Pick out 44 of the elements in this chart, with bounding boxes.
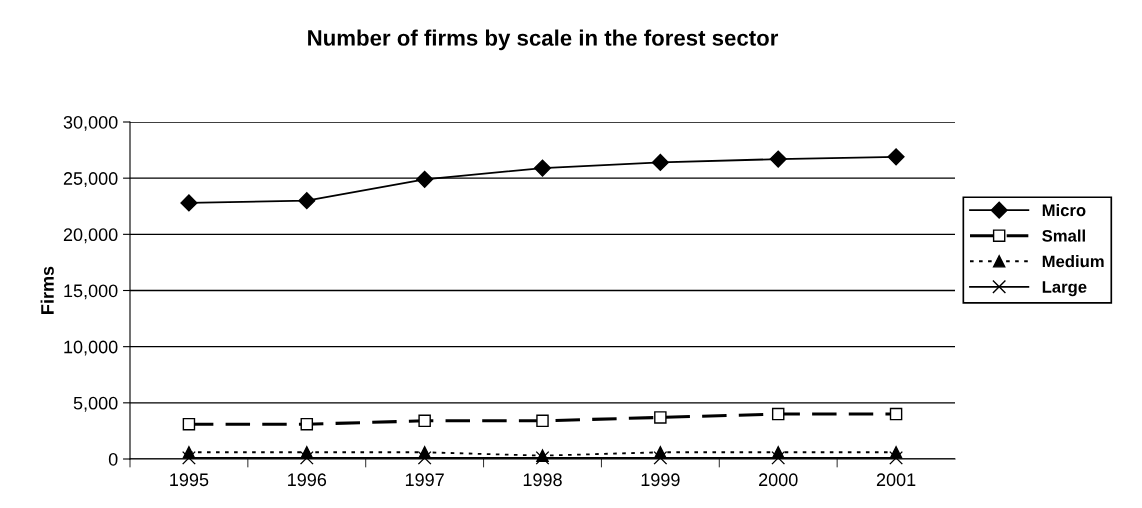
x-tick-label: 1999 (641, 473, 680, 487)
point (889, 407, 903, 421)
point (887, 148, 905, 166)
point (889, 446, 903, 459)
y-tick-label: 5,000 (73, 396, 118, 412)
point (771, 446, 785, 459)
y-tick-label: 20,000 (63, 228, 118, 244)
y-axis-title: Firms (40, 266, 54, 314)
point (182, 446, 196, 459)
point (654, 411, 667, 424)
point (181, 450, 196, 465)
legend-label: Small (1042, 229, 1085, 242)
chart-title: Number of firms by scale in the forest sector (308, 29, 779, 51)
y-tick-label: 30,000 (63, 115, 118, 131)
point (651, 153, 669, 171)
point (300, 446, 314, 459)
x-tick-label: 2000 (759, 473, 798, 487)
x-tick-label: 1998 (523, 473, 562, 487)
point (533, 159, 552, 177)
x-tick-label: 1995 (170, 473, 209, 487)
point (889, 450, 904, 465)
point (418, 414, 431, 428)
point (653, 450, 668, 465)
x-tick-label: 1997 (405, 473, 444, 487)
legend-label: Micro (1042, 203, 1086, 217)
point (182, 417, 196, 431)
legend-label: Medium (1042, 255, 1104, 268)
point (299, 450, 314, 465)
y-tick-label: 15,000 (64, 284, 118, 300)
point (416, 170, 434, 188)
x-tick-label: 2001 (876, 473, 916, 487)
y-tick-label: 25,000 (63, 172, 118, 188)
point (298, 192, 316, 210)
y-tick-label: 0 (108, 452, 118, 466)
point (180, 194, 198, 212)
x-tick-label: 1996 (288, 473, 327, 487)
point (769, 150, 787, 168)
legend-label: Large (1042, 281, 1087, 297)
point (300, 417, 314, 431)
point (417, 450, 432, 465)
point (771, 450, 786, 465)
point (536, 414, 549, 428)
y-tick-label: 10,000 (64, 340, 118, 356)
point (771, 407, 785, 421)
